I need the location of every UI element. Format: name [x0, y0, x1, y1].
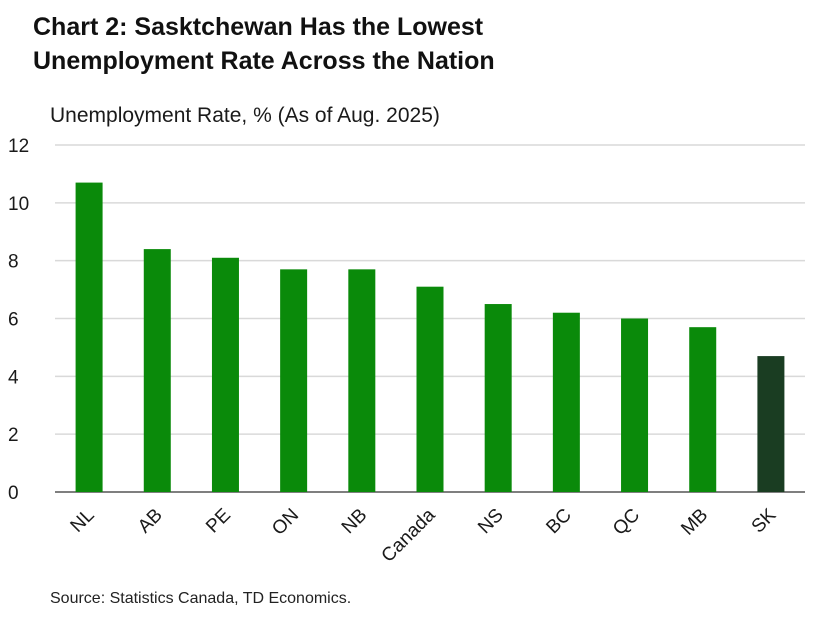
y-axis-label: Unemployment Rate, % (As of Aug. 2025): [50, 104, 440, 127]
y-tick-label: 6: [8, 310, 19, 331]
y-tick-label: 4: [8, 367, 19, 388]
y-tick-label: 0: [8, 483, 19, 504]
chart-title-line-1: Chart 2: Sasktchewan Has the Lowest: [33, 13, 484, 41]
bar-nb: [348, 269, 376, 492]
x-axis-ticks: NL AB PE ON NB Canada NS BC QC MB SK: [67, 504, 781, 566]
x-tick-label: NL: [67, 505, 99, 537]
y-axis-ticks: 0 2 4 6 8 10 12: [8, 136, 29, 504]
chart-title-line-2: Unemployment Rate Across the Nation: [33, 47, 495, 75]
x-tick-label: AB: [134, 505, 167, 538]
bar-qc: [621, 318, 649, 492]
bar-canada: [416, 286, 444, 492]
bar-ns: [484, 304, 512, 492]
bar-nl: [75, 182, 103, 492]
x-tick-label: NB: [338, 505, 372, 539]
y-tick-label: 10: [8, 194, 29, 215]
source-note: Source: Statistics Canada, TD Economics.: [50, 590, 352, 607]
x-tick-label: NS: [474, 505, 508, 539]
y-tick-label: 2: [8, 425, 19, 446]
bar-on: [280, 269, 308, 492]
bar-sk: [757, 356, 785, 492]
x-tick-label: QC: [609, 505, 644, 540]
bars: [75, 182, 785, 492]
bar-pe: [211, 257, 239, 492]
bar-bc: [552, 312, 580, 492]
chart-title: Chart 2: Sasktchewan Has the Lowest Unem…: [33, 10, 793, 78]
bar-mb: [689, 327, 717, 492]
bar-ab: [143, 249, 171, 492]
x-tick-label: BC: [542, 505, 576, 539]
x-tick-label: SK: [748, 504, 781, 537]
y-tick-label: 12: [8, 136, 29, 157]
x-tick-label: ON: [268, 505, 303, 540]
x-tick-label: Canada: [378, 504, 440, 566]
x-tick-label: PE: [202, 505, 235, 538]
x-tick-label: MB: [677, 505, 712, 540]
y-tick-label: 8: [8, 252, 19, 273]
bar-chart: 0 2 4 6 8 10 12 NL AB PE ON NB Canada NS BC QC MB SK: [8, 136, 805, 567]
